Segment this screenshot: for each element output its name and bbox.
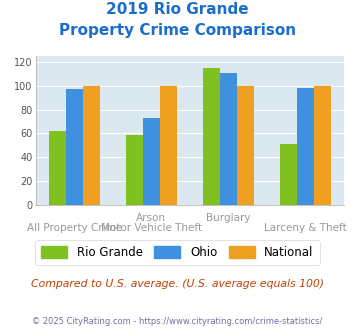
Text: All Property Crime: All Property Crime — [27, 223, 122, 233]
Text: Motor Vehicle Theft: Motor Vehicle Theft — [101, 223, 202, 233]
Bar — [203, 68, 220, 205]
Bar — [66, 89, 83, 205]
Text: Compared to U.S. average. (U.S. average equals 100): Compared to U.S. average. (U.S. average … — [31, 279, 324, 289]
Text: Burglary: Burglary — [206, 213, 251, 223]
Text: © 2025 CityRating.com - https://www.cityrating.com/crime-statistics/: © 2025 CityRating.com - https://www.city… — [32, 317, 323, 326]
Legend: Rio Grande, Ohio, National: Rio Grande, Ohio, National — [36, 240, 320, 265]
Bar — [297, 88, 314, 205]
Bar — [314, 86, 331, 205]
Text: Property Crime Comparison: Property Crime Comparison — [59, 23, 296, 38]
Text: Arson: Arson — [136, 213, 166, 223]
Bar — [280, 144, 297, 205]
Bar — [143, 118, 160, 205]
Bar — [126, 135, 143, 205]
Text: Larceny & Theft: Larceny & Theft — [264, 223, 347, 233]
Bar — [237, 86, 254, 205]
Bar — [83, 86, 100, 205]
Bar — [220, 73, 237, 205]
Text: 2019 Rio Grande: 2019 Rio Grande — [106, 2, 249, 16]
Bar — [160, 86, 177, 205]
Bar — [49, 131, 66, 205]
